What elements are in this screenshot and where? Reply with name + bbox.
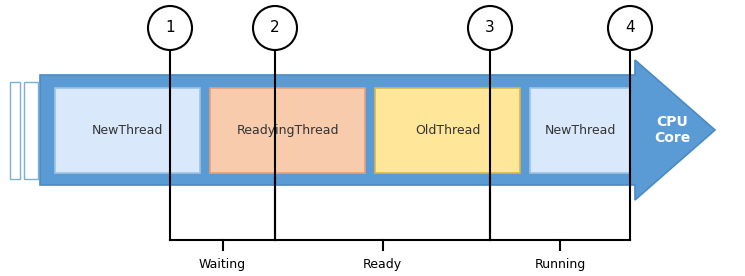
Text: ReadyingThread: ReadyingThread [236,124,339,137]
Circle shape [468,6,512,50]
Text: 2: 2 [270,20,280,36]
Text: 1: 1 [165,20,175,36]
Text: Ready: Ready [362,258,402,271]
Bar [10,82,20,179]
Circle shape [148,6,192,50]
Text: 3: 3 [485,20,495,36]
Bar [375,88,520,173]
Text: NewThread: NewThread [545,124,615,137]
Polygon shape [40,60,715,200]
Text: CPU
Core: CPU Core [654,115,690,145]
Bar [210,88,365,173]
Circle shape [608,6,652,50]
Circle shape [253,6,297,50]
Bar [24,82,38,179]
Text: Waiting: Waiting [198,258,246,271]
Text: NewThread: NewThread [92,124,163,137]
Bar [530,88,630,173]
Text: Running: Running [534,258,586,271]
Text: 4: 4 [625,20,635,36]
Text: OldThread: OldThread [415,124,481,137]
Bar [55,88,200,173]
